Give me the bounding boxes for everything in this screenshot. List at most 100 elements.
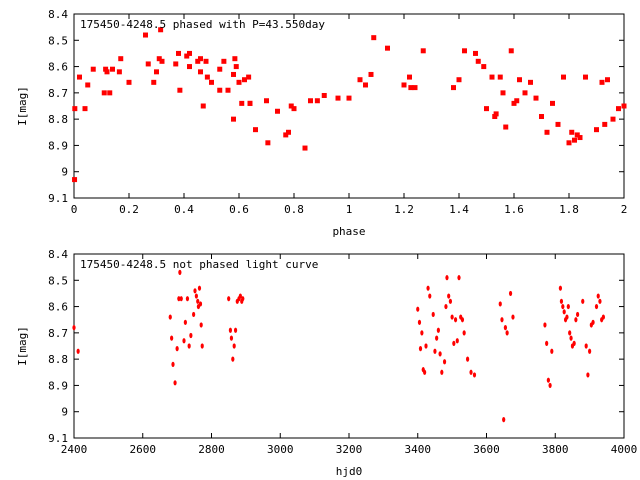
- data-point: [440, 369, 444, 375]
- data-point: [502, 417, 506, 423]
- data-point: [565, 314, 569, 320]
- data-point: [173, 380, 177, 386]
- data-point: [596, 293, 600, 299]
- data-point: [543, 322, 547, 328]
- data-point: [505, 330, 509, 336]
- data-point: [179, 296, 183, 302]
- data-point: [508, 48, 514, 54]
- data-point: [156, 56, 162, 62]
- data-point: [492, 114, 498, 120]
- data-point: [154, 69, 159, 75]
- data-points: [72, 269, 605, 423]
- data-point: [385, 45, 390, 51]
- data-point: [195, 58, 201, 64]
- x-tick-label: 2800: [198, 443, 225, 456]
- data-point: [159, 58, 165, 64]
- x-tick-label: 3800: [542, 443, 569, 456]
- data-point: [158, 27, 164, 33]
- data-point: [517, 77, 522, 83]
- data-point: [438, 351, 442, 357]
- y-tick-label: 9.1: [48, 432, 68, 445]
- data-point: [72, 106, 78, 112]
- data-point: [511, 314, 515, 320]
- y-tick-label: 8.5: [48, 34, 68, 47]
- data-point: [265, 140, 271, 146]
- data-point: [420, 48, 426, 54]
- data-point: [200, 103, 206, 109]
- data-point: [187, 50, 192, 56]
- data-point: [82, 106, 88, 112]
- data-point: [426, 285, 430, 291]
- data-point: [200, 343, 204, 349]
- data-point: [431, 311, 435, 318]
- x-tick-label: 2: [621, 203, 628, 216]
- data-point: [602, 121, 608, 127]
- data-point: [239, 100, 245, 106]
- data-point: [288, 103, 294, 109]
- data-point: [283, 132, 289, 138]
- data-point: [177, 87, 183, 93]
- data-point: [423, 369, 427, 375]
- data-point: [275, 108, 280, 114]
- y-tick-label: 9.1: [48, 192, 68, 205]
- data-point: [445, 275, 449, 281]
- data-point: [424, 343, 428, 349]
- x-tick-label: 0: [71, 203, 78, 216]
- data-point: [228, 327, 233, 333]
- data-point: [231, 116, 236, 122]
- data-point: [187, 64, 192, 70]
- data-point: [246, 74, 252, 80]
- data-point: [452, 340, 456, 346]
- data-point: [575, 311, 580, 318]
- x-tick-label: 0.8: [284, 203, 304, 216]
- data-point: [209, 79, 214, 85]
- data-point: [548, 382, 552, 389]
- data-point: [335, 95, 341, 101]
- data-point: [151, 79, 157, 85]
- y-tick-label: 8.4: [48, 8, 68, 21]
- data-point: [408, 85, 414, 91]
- data-point: [497, 74, 503, 80]
- y-axis-ticks: 8.4 8.5 8.6 8.7 8.8 8.9 9 9.1: [48, 8, 624, 205]
- x-tick-label: 2400: [61, 443, 88, 456]
- data-point: [72, 177, 78, 183]
- data-point: [566, 140, 572, 146]
- data-point: [253, 127, 258, 133]
- data-point: [561, 303, 565, 310]
- data-point: [198, 56, 203, 62]
- unphased-light-curve-plot: 2400 2600 2800 3000 3200 3400 3600 3800 4000 8.4…: [16, 248, 637, 478]
- x-tick-label: 4000: [611, 443, 638, 456]
- data-point: [241, 296, 245, 302]
- y-tick-label: 8.9: [48, 139, 68, 152]
- data-point: [110, 66, 115, 72]
- data-point: [594, 303, 599, 310]
- data-point: [594, 127, 599, 133]
- data-point: [559, 298, 564, 304]
- x-tick-label: 1: [346, 203, 353, 216]
- data-point: [465, 356, 470, 362]
- data-point: [229, 335, 234, 341]
- data-point: [550, 100, 555, 106]
- y-tick-label: 8.4: [48, 248, 68, 261]
- data-point: [420, 330, 424, 336]
- data-points: [72, 27, 627, 183]
- data-point: [562, 309, 566, 315]
- data-point: [444, 303, 448, 310]
- data-point: [183, 319, 187, 325]
- data-point: [233, 64, 239, 70]
- chart-title: 175450-4248.5 phased with P=43.550day: [80, 18, 325, 31]
- data-point: [221, 58, 227, 64]
- data-point: [528, 79, 533, 85]
- data-point: [308, 98, 313, 104]
- data-point: [231, 356, 235, 362]
- data-point: [196, 298, 200, 304]
- data-point: [574, 132, 580, 138]
- data-point: [610, 116, 616, 122]
- data-point: [182, 338, 186, 344]
- x-tick-label: 3600: [473, 443, 500, 456]
- data-point: [581, 298, 585, 304]
- data-point: [473, 50, 478, 56]
- y-axis-ticks: 8.4 8.5 8.6 8.7 8.8 8.9 9 9.1: [48, 248, 624, 445]
- data-point: [321, 92, 327, 98]
- data-point: [417, 319, 422, 325]
